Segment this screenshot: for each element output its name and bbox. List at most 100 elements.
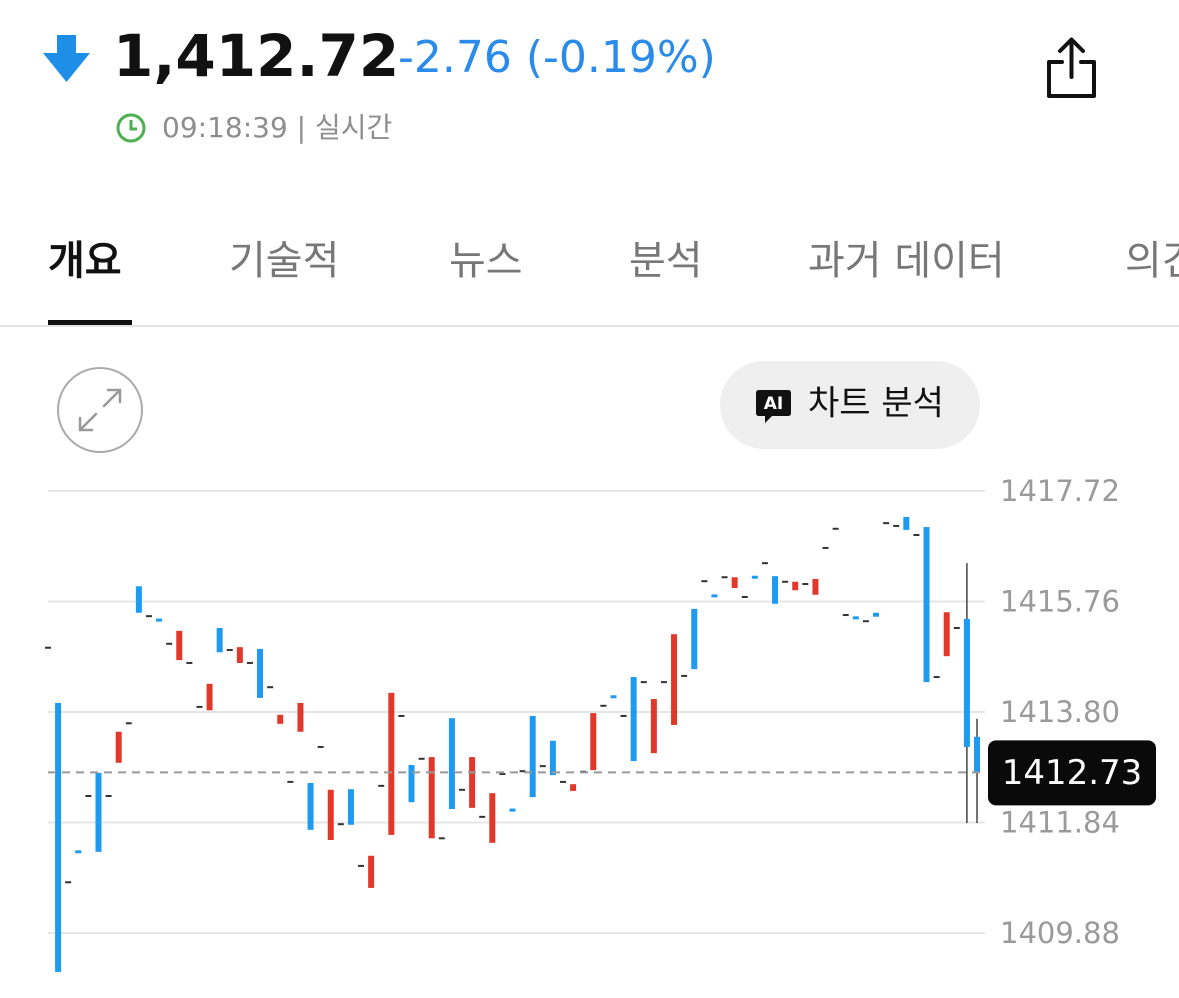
- candle-flat: [438, 837, 445, 840]
- candle-body: [408, 764, 415, 803]
- candle-body: [691, 608, 698, 670]
- candle-body: [55, 702, 62, 972]
- candle-flat: [933, 676, 940, 679]
- candle-body: [236, 647, 243, 663]
- candle-body: [974, 736, 980, 773]
- clock-icon: [116, 113, 146, 143]
- candle-flat: [459, 788, 466, 791]
- tab[interactable]: 기술적: [229, 238, 339, 284]
- candle-body: [549, 740, 556, 776]
- candle-flat: [640, 681, 647, 684]
- candle-flat: [559, 780, 566, 783]
- candle-flat: [246, 661, 253, 664]
- candle-flat: [842, 614, 849, 617]
- candle-flat: [761, 562, 768, 565]
- y-tick-label: 1415.76: [1000, 585, 1120, 619]
- candle-flat: [741, 595, 748, 598]
- candle-flat: [701, 580, 708, 583]
- candle-flat: [539, 765, 546, 768]
- tab-bar: 개요 기술적 뉴스 분석 과거 데이터 의견: [48, 238, 1179, 284]
- candle-body: [95, 772, 102, 852]
- candle-body: [923, 527, 930, 683]
- candle-body: [772, 576, 779, 604]
- candle-flat: [378, 784, 385, 787]
- candle-body: [792, 581, 799, 591]
- candle-body: [297, 702, 304, 732]
- candle-flat: [418, 757, 425, 760]
- update-time: 09:18:39 | 실시간: [162, 111, 392, 144]
- candle-body: [852, 616, 859, 620]
- candle-body: [650, 699, 657, 754]
- candle-body: [489, 793, 496, 843]
- candle-flat: [186, 661, 193, 664]
- candle-body: [307, 783, 314, 830]
- candle-body: [963, 618, 970, 747]
- candle-flat: [105, 795, 112, 798]
- candle-flat: [782, 580, 789, 583]
- candle-flat: [953, 626, 960, 629]
- candle-flat: [721, 576, 728, 579]
- candle-body: [176, 630, 183, 661]
- price-change: -2.76 (-0.19%): [398, 32, 716, 83]
- down-arrow-icon: [43, 35, 90, 82]
- candle-body: [469, 757, 476, 808]
- candle-body: [448, 718, 455, 809]
- candle-body: [257, 648, 264, 698]
- candle-flat: [893, 524, 900, 527]
- candle-flat: [226, 648, 233, 651]
- candle-body: [873, 612, 880, 617]
- y-tick-label: 1411.84: [1000, 806, 1120, 840]
- tab[interactable]: 분석: [629, 238, 703, 284]
- candle-body: [943, 612, 950, 657]
- chart-button-label: 차트 분석: [808, 384, 944, 424]
- candle-body: [115, 731, 122, 763]
- candle-flat: [267, 686, 274, 689]
- candle-body: [216, 627, 223, 653]
- candle-flat: [883, 522, 890, 525]
- expand-button[interactable]: [57, 367, 143, 453]
- candle-flat: [913, 533, 920, 536]
- tab[interactable]: 뉴스: [449, 238, 523, 284]
- last-price-label: 1412.73: [1002, 753, 1143, 793]
- candle-body: [751, 575, 758, 579]
- ai-badge: AI: [764, 394, 783, 414]
- candle-flat: [145, 615, 152, 618]
- candle-flat: [660, 681, 667, 684]
- candle-flat: [802, 583, 809, 586]
- candle-flat: [398, 714, 405, 717]
- candle-body: [277, 714, 284, 724]
- candle-body: [347, 789, 354, 825]
- candle-body: [630, 677, 637, 762]
- candle-flat: [45, 646, 51, 649]
- candle-flat: [620, 714, 627, 717]
- candle-flat: [499, 773, 506, 776]
- active-tab-indicator: [48, 320, 132, 326]
- candle-body: [590, 713, 597, 771]
- candle-body: [368, 855, 375, 888]
- tab[interactable]: 개요: [48, 238, 122, 284]
- tab[interactable]: 의견: [1125, 238, 1179, 284]
- ai-chart-analysis-button[interactable]: AI 차트 분석: [720, 361, 980, 449]
- candle-body: [206, 683, 213, 711]
- candle-body: [388, 692, 395, 835]
- candlestick-chart: 1409.88 1411.84 1413.80 1415.76 1417.72 1412.…: [45, 474, 1156, 972]
- candle-flat: [519, 770, 526, 773]
- tab[interactable]: 과거 데이터: [808, 238, 1005, 284]
- candle-flat: [600, 704, 607, 707]
- candle-body: [529, 715, 536, 798]
- candle-body: [671, 634, 678, 725]
- candle-body: [156, 618, 163, 622]
- y-tick-label: 1417.72: [1000, 474, 1120, 508]
- candle-flat: [337, 823, 344, 826]
- candle-body: [711, 594, 718, 598]
- y-tick-label: 1413.80: [1000, 695, 1120, 729]
- candle-flat: [822, 546, 829, 549]
- candle-flat: [287, 780, 294, 783]
- candle-body: [327, 789, 334, 840]
- candle-body: [812, 578, 819, 595]
- candle-flat: [125, 722, 132, 725]
- share-button[interactable]: [1047, 37, 1096, 98]
- candle-body: [75, 850, 82, 854]
- candle-flat: [479, 815, 486, 818]
